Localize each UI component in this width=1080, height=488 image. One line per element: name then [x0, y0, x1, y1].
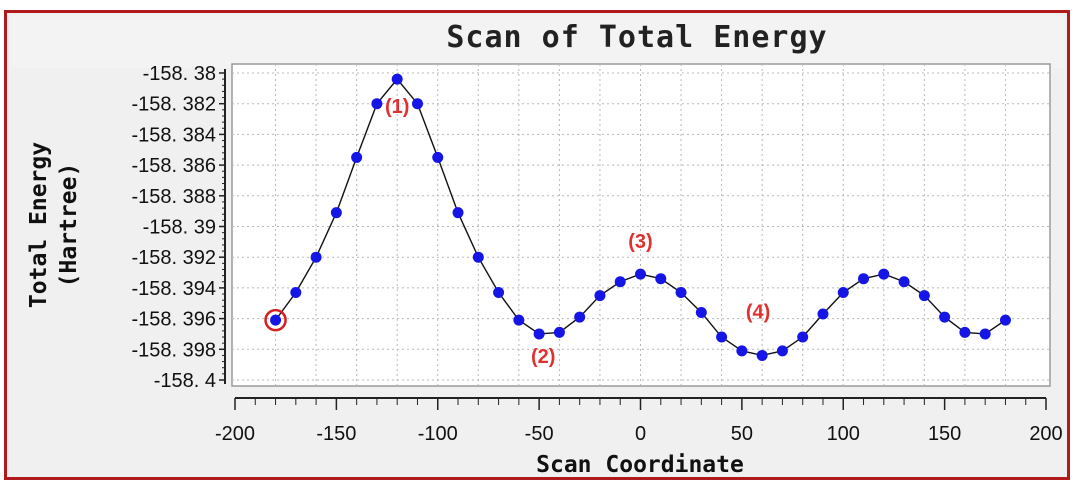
data-point: [614, 276, 626, 288]
series-energy: [264, 73, 1011, 361]
y-axis: -158. 38 -158. 382 -158. 384 -158. 386 -158.…: [131, 63, 226, 392]
x-tick-label: 150: [928, 423, 961, 445]
chart-title: Scan of Total Energy: [446, 20, 828, 55]
point-annotation: (2): [531, 346, 555, 368]
data-point: [411, 98, 423, 110]
y-tick-label: -158. 39: [143, 217, 216, 239]
x-tick-label: 50: [731, 423, 753, 445]
y-tick-label: -158. 396: [131, 309, 216, 331]
x-tick-label: -150: [316, 423, 356, 445]
y-tick-label: -158. 4: [154, 370, 216, 392]
data-point: [533, 328, 545, 340]
data-point: [756, 349, 768, 361]
y-tick-label: -158. 382: [131, 94, 216, 116]
data-point: [513, 314, 525, 326]
data-point: [675, 287, 687, 299]
data-point: [655, 273, 667, 285]
data-point: [371, 98, 383, 110]
x-axis-label: Scan Coordinate: [536, 452, 744, 478]
x-tick-label: 100: [827, 423, 860, 445]
data-point: [999, 314, 1011, 326]
annotations: (1) (2) (3) (4): [385, 96, 770, 368]
data-point: [736, 345, 748, 357]
data-point: [290, 287, 302, 299]
highlighted-point-ring: [264, 308, 287, 332]
y-tick-label: -158. 392: [131, 247, 216, 269]
data-point: [452, 207, 464, 219]
data-point: [493, 287, 505, 299]
data-point: [391, 73, 403, 85]
data-point: [797, 331, 809, 343]
data-point: [432, 151, 444, 163]
grid: [232, 64, 1050, 386]
x-tick-label: -100: [418, 423, 458, 445]
point-annotation: (3): [628, 231, 652, 253]
y-axis-label: Total Energy (Hartree): [26, 142, 82, 308]
data-point: [594, 290, 606, 302]
data-point: [878, 268, 890, 280]
data-point: [330, 207, 342, 219]
data-point: [472, 251, 484, 263]
title-bar: Scan of Total Energy: [10, 16, 1064, 68]
y-tick-label: -158. 386: [131, 155, 216, 177]
data-point: [959, 326, 971, 338]
y-tick-label: -158. 384: [131, 124, 216, 146]
data-point: [635, 268, 646, 280]
x-tick-label: -200: [215, 423, 255, 445]
y-tick-label: -158. 388: [131, 186, 216, 208]
data-point: [918, 290, 930, 302]
data-point: [553, 326, 565, 338]
x-tick-label: 0: [635, 423, 646, 445]
y-tick-label: -158. 394: [131, 278, 216, 300]
x-tick-label: -50: [525, 423, 554, 445]
x-axis: -200 -150 -100 -50 0 50 100 150 200: [215, 397, 1063, 445]
data-point: [310, 251, 322, 263]
data-point: [837, 287, 849, 299]
data-point: [776, 345, 788, 357]
data-point: [898, 276, 910, 288]
y-tick-label: -158. 38: [143, 63, 216, 85]
point-annotation: (4): [746, 302, 770, 324]
data-point: [716, 331, 728, 343]
data-point: [939, 311, 951, 323]
data-point: [695, 306, 707, 318]
data-point: [858, 273, 870, 285]
data-point: [979, 328, 991, 340]
y-axis-label-line2: (Hartree): [56, 163, 82, 288]
data-point: [574, 311, 586, 323]
x-tick-label: 200: [1029, 423, 1062, 445]
point-annotation: (1): [385, 96, 409, 118]
y-axis-label-line1: Total Energy: [26, 142, 52, 308]
y-tick-label: -158. 398: [131, 339, 216, 361]
data-point: [270, 314, 282, 326]
data-point: [351, 151, 363, 163]
data-point: [817, 308, 829, 320]
